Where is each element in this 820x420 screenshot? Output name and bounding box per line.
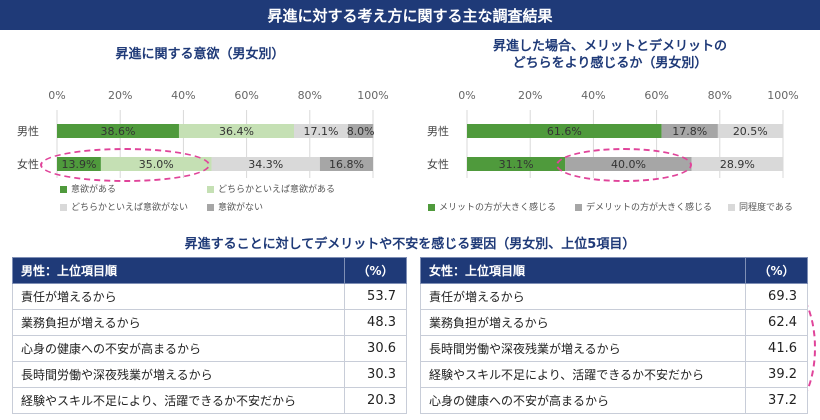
chart2-legend-label: デメリットの方が大きく感じる (586, 201, 712, 213)
chart1-category-label: 女性 (17, 157, 39, 171)
chart2-data-label: 31.1% (499, 158, 534, 171)
chart2-bar-female-s0 (467, 157, 566, 171)
chart1-tick-label: 100% (357, 89, 388, 102)
chart2-legend-label: 同程度である (739, 201, 793, 213)
chart1-data-label: 17.1% (304, 125, 339, 138)
banner-title: 昇進に対する考え方に関する主な調査結果 (0, 0, 820, 30)
chart2-tick-label: 20% (518, 89, 542, 102)
chart1-tick-label: 40% (171, 89, 195, 102)
chart1-data-label: 36.4% (219, 125, 254, 138)
chart1-legend-label: 意欲がない (218, 201, 263, 213)
chart1-legend-label: 意欲がある (71, 183, 116, 195)
row-value: 69.3 (745, 283, 808, 310)
male-table-header: 男性：上位項目順 （%） (12, 257, 407, 284)
row-value: 53.7 (344, 283, 407, 310)
table-row: 心身の健康への不安が高まるから 37.2 (420, 387, 808, 414)
chart1-legend-label: どちらかといえば意欲がある (218, 183, 335, 195)
chart2-data-label: 20.5% (733, 125, 768, 138)
chart1-title: 昇進に関する意欲（男女別） (115, 47, 285, 62)
chart2-bar-male-s1 (661, 124, 718, 138)
row-value: 37.2 (745, 387, 808, 414)
chart1-data-label: 38.6% (101, 125, 136, 138)
row-value: 41.6 (745, 335, 808, 362)
row-label: 長時間労働や深夜残業が増えるから (12, 361, 345, 388)
chart1-tick-label: 60% (234, 89, 258, 102)
section-title: 昇進することに対してデメリットや不安を感じる要因（男女別、上位5項目） (184, 237, 636, 252)
male-table: 男性：上位項目順 （%） 責任が増えるから 53.7 業務負担が増えるから 48.3… (12, 257, 407, 414)
chart1-bar-male-s3 (348, 124, 374, 138)
chart2-legend-swatch (575, 204, 582, 211)
chart2-data-label: 28.9% (720, 158, 755, 171)
row-label: 責任が増えるから (420, 283, 746, 310)
row-label: 心身の健康への不安が高まるから (420, 387, 746, 414)
row-value: 39.2 (745, 361, 808, 388)
chart2-legend-swatch (728, 204, 735, 211)
chart1-legend-swatch (207, 186, 214, 193)
female-header-label: 女性：上位項目順 (420, 257, 746, 284)
highlight-oval-female-demerit (556, 148, 692, 182)
chart2-data-label: 17.8% (672, 125, 707, 138)
chart1-legend-label: どちらかといえば意欲がない (71, 201, 188, 213)
table-row: 長時間労働や深夜残業が増えるから 41.6 (420, 335, 808, 362)
chart2-tick-label: 60% (644, 89, 668, 102)
row-value: 62.4 (745, 309, 808, 336)
chart1-tick-label: 0% (48, 89, 65, 102)
female-table: 女性：上位項目順 （%） 責任が増えるから 69.3 業務負担が増えるから 62.4… (420, 257, 808, 414)
row-label: 業務負担が増えるから (420, 309, 746, 336)
row-value: 48.3 (344, 309, 407, 336)
male-header-label: 男性：上位項目順 (12, 257, 345, 284)
chart2-title-line1: 昇進した場合、メリットとデメリットの (492, 39, 727, 54)
chart1-data-label: 16.8% (329, 158, 364, 171)
chart2-tick-label: 80% (708, 89, 732, 102)
chart2-bar-male-s0 (467, 124, 662, 138)
highlight-oval-female-motivation (40, 148, 210, 182)
chart2-tick-label: 0% (458, 89, 475, 102)
row-value: 30.6 (344, 335, 407, 362)
row-label: 経験やスキル不足により、活躍できるか不安だから (12, 387, 345, 414)
row-label: 責任が増えるから (12, 283, 345, 310)
chart1-legend-swatch (60, 186, 67, 193)
chart1-bar-female-s2 (211, 157, 320, 171)
table-row: 業務負担が増えるから 48.3 (12, 309, 407, 336)
row-label: 心身の健康への不安が高まるから (12, 335, 345, 362)
chart2-category-label: 女性 (427, 157, 449, 171)
chart1-bar-male-s1 (178, 124, 294, 138)
chart1-bar-male-s2 (294, 124, 349, 138)
chart2-tick-label: 100% (767, 89, 798, 102)
chart2-legend-label: メリットの方が大きく感じる (439, 201, 556, 213)
chart2-bar-female-s2 (691, 157, 783, 171)
chart2-title-line2: どちらをより感じるか（男女別） (512, 56, 708, 71)
chart2-category-label: 男性 (427, 124, 449, 138)
row-value: 30.3 (344, 361, 407, 388)
table-row: 経験やスキル不足により、活躍できるか不安だから 20.3 (12, 387, 407, 414)
table-row: 心身の健康への不安が高まるから 30.6 (12, 335, 407, 362)
table-row: 経験やスキル不足により、活躍できるか不安だから 39.2 (420, 361, 808, 388)
table-row: 責任が増えるから 69.3 (420, 283, 808, 310)
row-label: 長時間労働や深夜残業が増えるから (420, 335, 746, 362)
female-header-pct: （%） (745, 257, 808, 284)
chart1-bar-female-s3 (319, 157, 373, 171)
table-row: 責任が増えるから 53.7 (12, 283, 407, 310)
chart2-data-label: 61.6% (547, 125, 582, 138)
chart1-tick-label: 20% (108, 89, 132, 102)
row-label: 経験やスキル不足により、活躍できるか不安だから (420, 361, 746, 388)
chart1-legend-swatch (207, 204, 214, 211)
table-row: 業務負担が増えるから 62.4 (420, 309, 808, 336)
chart2-bar-male-s2 (717, 124, 783, 138)
chart1-tick-label: 80% (298, 89, 322, 102)
table-row: 長時間労働や深夜残業が増えるから 30.3 (12, 361, 407, 388)
chart2-title: 昇進した場合、メリットとデメリットの どちらをより感じるか（男女別） (420, 38, 800, 72)
female-table-header: 女性：上位項目順 （%） (420, 257, 808, 284)
chart1-data-label: 34.3% (248, 158, 283, 171)
chart1-legend-swatch (60, 204, 67, 211)
chart1-category-label: 男性 (17, 124, 39, 138)
male-header-pct: （%） (344, 257, 407, 284)
chart2-tick-label: 40% (581, 89, 605, 102)
chart1-bar-male-s0 (57, 124, 179, 138)
row-label: 業務負担が増えるから (12, 309, 345, 336)
chart2-legend-swatch (428, 204, 435, 211)
chart1-data-label: 8.0% (347, 125, 375, 138)
row-value: 20.3 (344, 387, 407, 414)
